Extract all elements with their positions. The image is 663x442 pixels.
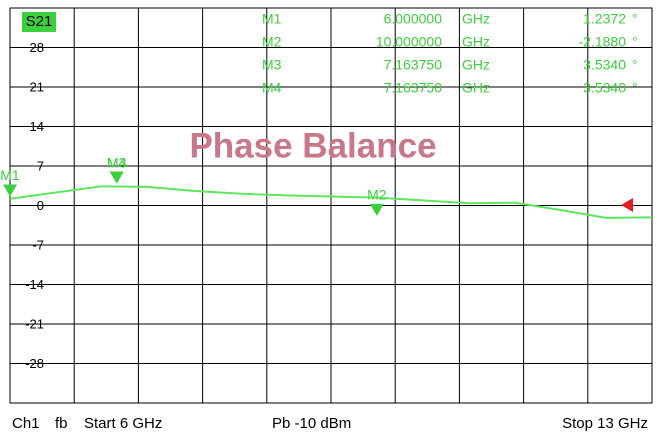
trace-badge [22,12,56,32]
marker-value: 1.2372 [583,11,626,27]
y-tick-label: -7 [32,237,44,252]
start: Start 6 GHz [84,415,162,432]
marker-tag: M1 [0,167,20,183]
stop: Stop 13 GHz [562,415,648,432]
y-tick-label: 7 [37,158,44,173]
marker-value: -2.1880 [579,34,627,50]
y-tick-label: 21 [30,79,44,94]
grid [9,7,653,404]
marker-unit: GHz [462,80,490,96]
marker-freq: 7.163750 [384,80,443,96]
marker-freq: 10.000000 [376,34,442,50]
marker-unit: GHz [462,34,490,50]
marker-tag: M4 [107,154,127,170]
trace [9,185,653,219]
marker-triangle [369,203,384,216]
y-tick-label: -14 [25,277,44,292]
marker-unit: GHz [462,11,490,27]
marker-tag: M3 [107,154,127,170]
y-tick-label: -21 [25,316,44,331]
marker-value-unit: ° [632,34,638,50]
marker-triangle [3,184,17,197]
marker-value-unit: ° [632,11,638,27]
marker-value: 3.5340 [583,80,626,96]
marker-name: M1 [262,11,282,27]
marker-tag: M2 [367,187,387,203]
reference-marker [621,198,633,212]
format: fb [55,415,68,432]
marker-name: M4 [262,80,282,96]
y-tick-label: 28 [30,40,44,55]
y-tick-label: -28 [25,356,44,371]
chart-title: Phase Balance [189,126,436,165]
marker-value: 3.5340 [583,57,626,73]
marker-freq: 6.000000 [384,11,443,27]
marker-name: M3 [262,57,282,73]
y-tick-label: 0 [37,198,44,213]
trace-label: S21 [26,13,53,30]
marker-name: M2 [262,34,282,50]
channel: Ch1 [12,415,40,432]
marker-triangle [109,171,124,184]
marker-value-unit: ° [632,57,638,73]
power: Pb -10 dBm [272,415,351,432]
marker-value-unit: ° [632,80,638,96]
y-tick-label: 14 [30,119,44,134]
marker-unit: GHz [462,57,490,73]
marker-freq: 7.163750 [384,57,443,73]
